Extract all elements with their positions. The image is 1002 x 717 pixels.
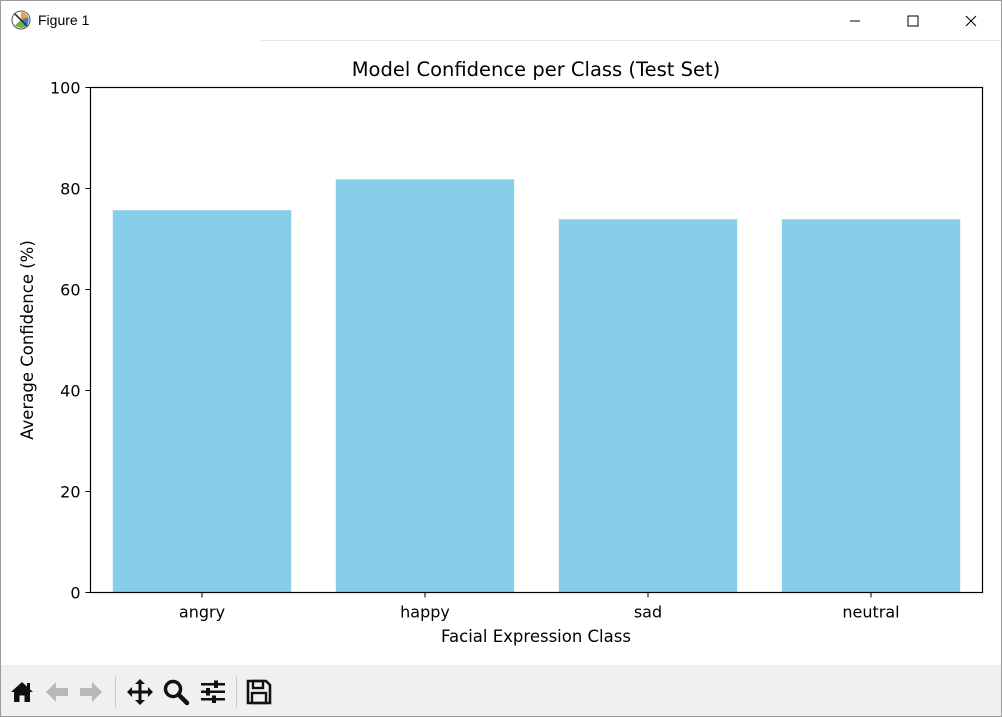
x-tick-label: neutral [842, 603, 899, 622]
axes-frame [89, 86, 984, 594]
maximize-icon [907, 15, 919, 26]
x-tick-label: angry [179, 603, 225, 622]
x-tick-label: sad [634, 603, 662, 622]
pan-icon [127, 679, 153, 705]
maximize-button[interactable] [884, 1, 942, 40]
x-axis-label: Facial Expression Class [441, 627, 631, 646]
save-icon [246, 679, 272, 705]
y-tick-label: 40 [60, 382, 80, 401]
home-button[interactable] [8, 678, 36, 706]
y-tick-label: 100 [50, 79, 81, 98]
configure-subplots-icon [201, 680, 225, 703]
title-divider [261, 40, 1001, 41]
pan-button[interactable] [126, 678, 154, 706]
chart-title: Model Confidence per Class (Test Set) [352, 58, 721, 81]
navigation-toolbar [1, 665, 1001, 716]
minimize-button[interactable] [826, 1, 884, 40]
figure-app-icon [11, 10, 31, 30]
x-axis: angry happy sad neutral [179, 592, 900, 622]
close-icon [965, 15, 977, 26]
x-tick-label: happy [400, 603, 450, 622]
forward-icon [80, 682, 102, 702]
y-axis: 0 20 40 60 80 100 [50, 79, 91, 603]
title-bar[interactable]: Figure 1 [1, 1, 1001, 40]
y-axis-label: Average Confidence (%) [18, 240, 37, 440]
bar-happy [335, 179, 515, 593]
zoom-button[interactable] [162, 678, 190, 706]
back-button[interactable] [43, 678, 71, 706]
bar-chart: Model Confidence per Class (Test Set) 0 2… [18, 58, 984, 646]
save-button[interactable] [245, 678, 273, 706]
forward-button[interactable] [77, 678, 105, 706]
window-title: Figure 1 [38, 12, 90, 28]
home-icon [11, 682, 33, 702]
bar-sad [558, 219, 738, 593]
toolbar-separator [115, 677, 116, 707]
minimize-icon [850, 20, 860, 21]
back-icon [46, 682, 68, 702]
bar-neutral [781, 219, 961, 593]
y-tick-label: 20 [60, 483, 80, 502]
bars-group [112, 179, 961, 593]
close-button[interactable] [942, 1, 1000, 40]
zoom-icon [163, 679, 190, 706]
configure-subplots-button[interactable] [199, 678, 227, 706]
bar-angry [112, 210, 292, 593]
toolbar-separator [236, 677, 237, 707]
y-tick-label: 80 [60, 180, 80, 199]
y-tick-label: 0 [70, 584, 80, 603]
y-tick-label: 60 [60, 281, 80, 300]
